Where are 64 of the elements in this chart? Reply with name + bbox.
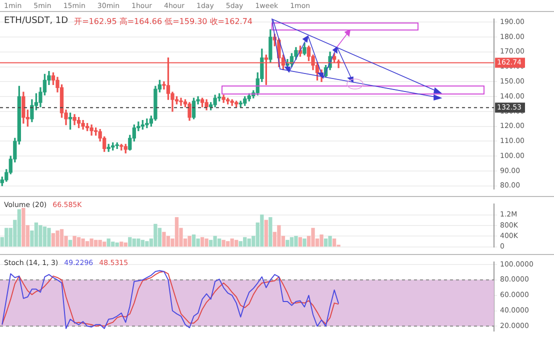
bar — [132, 238, 136, 247]
bar — [90, 238, 94, 247]
bar — [17, 209, 21, 247]
bar — [238, 241, 242, 247]
bar — [188, 236, 192, 247]
bar — [217, 238, 222, 247]
bar — [174, 217, 179, 247]
chart-subtitle: 开=162.95 高=164.66 低=159.30 收=162.74 — [74, 16, 253, 27]
bar — [230, 238, 234, 247]
bar — [76, 237, 81, 247]
bar — [85, 241, 90, 247]
bar — [68, 240, 72, 247]
bar — [243, 237, 247, 247]
bar — [128, 237, 132, 247]
bar — [115, 242, 119, 247]
bar — [51, 233, 56, 247]
bar — [328, 236, 332, 247]
bar — [332, 238, 336, 247]
bar — [38, 225, 42, 247]
bar — [81, 238, 85, 247]
bar — [98, 240, 102, 247]
bar — [277, 225, 281, 247]
bar — [42, 226, 47, 247]
bar — [124, 242, 128, 247]
bar — [324, 238, 328, 247]
bar — [192, 234, 196, 247]
bar — [298, 237, 302, 247]
bar — [264, 220, 268, 247]
bar — [247, 238, 251, 247]
bar — [145, 241, 149, 247]
bar — [200, 237, 204, 247]
bar — [56, 230, 60, 247]
bar — [47, 228, 51, 247]
bar — [120, 242, 124, 247]
bar — [154, 224, 158, 247]
bar — [60, 229, 64, 247]
bar — [302, 238, 306, 247]
bar — [34, 222, 38, 247]
bar — [204, 238, 208, 247]
bar — [294, 236, 298, 247]
bar — [196, 238, 200, 247]
bar — [166, 236, 170, 247]
chart-title: ETH/USDT, 1D — [4, 16, 68, 27]
bar — [213, 236, 217, 247]
bar — [136, 238, 140, 247]
bar — [94, 240, 98, 247]
bar — [208, 240, 213, 247]
candlestick — [179, 98, 183, 106]
bar — [222, 240, 226, 247]
bar — [311, 228, 315, 247]
bar — [260, 214, 264, 247]
bar — [162, 232, 166, 247]
bar — [111, 242, 115, 247]
bar — [234, 240, 238, 247]
candlestick — [145, 118, 149, 128]
bar — [286, 240, 290, 247]
bar — [268, 217, 272, 247]
bar — [22, 208, 26, 247]
bar — [290, 237, 294, 247]
bar — [158, 228, 162, 247]
bar — [4, 228, 8, 247]
bar — [72, 236, 76, 247]
bar — [320, 234, 324, 247]
bar — [106, 238, 110, 247]
